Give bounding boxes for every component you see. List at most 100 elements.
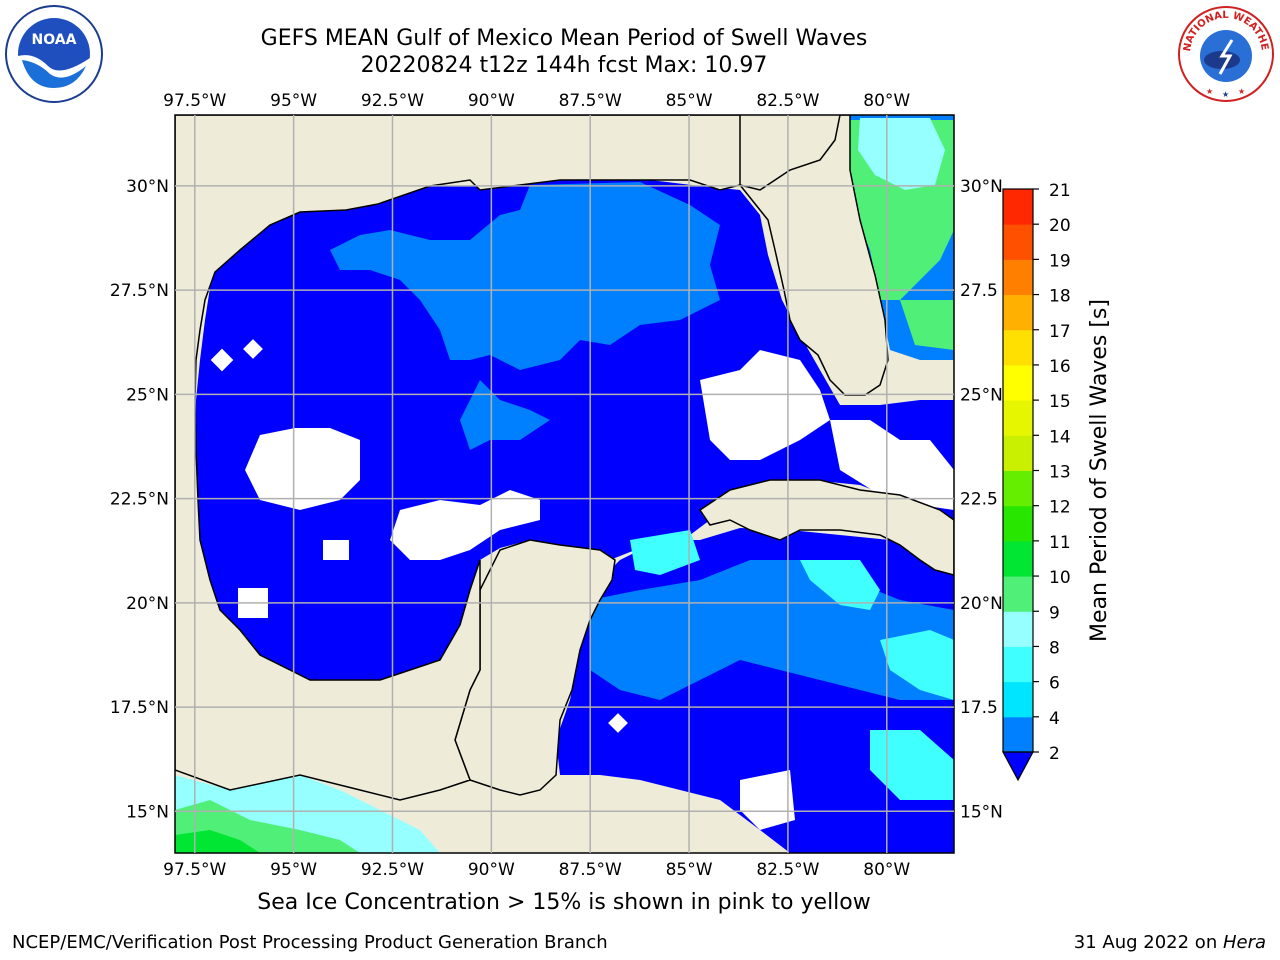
colorbar-tick-label: 11 <box>1049 533 1071 553</box>
lat-tick-left: 25°N <box>126 385 169 405</box>
lon-tick-top: 90°W <box>468 91 515 111</box>
colorbar-bin <box>1003 329 1033 366</box>
tick-labels: 97.5°W 97.5°W 95°W 95°W 92.5°W 92.5°W 90°W 90°W… <box>110 91 1003 880</box>
colorbar-bin <box>1003 259 1033 296</box>
colorbar-label: Mean Period of Swell Waves [s] <box>1087 299 1112 642</box>
missing-9 <box>243 339 263 359</box>
colorbar: 2 4 6 8 9 10 11 12 13 14 15 16 17 18 19 20 21 Mean Period… <box>1001 181 1112 782</box>
lon-tick-bottom: 95°W <box>270 860 317 880</box>
noaa-logo-text: NOAA <box>32 32 77 48</box>
colorbar-bin <box>1003 540 1033 577</box>
gulf-swell-south <box>460 380 550 450</box>
missing-3 <box>700 350 830 460</box>
colorbar-bin <box>1003 646 1033 683</box>
atlantic-swell-cyan <box>858 118 945 190</box>
lon-tick-top: 95°W <box>270 91 317 111</box>
colorbar-bin <box>1003 576 1033 612</box>
colorbar-tick-label: 18 <box>1049 287 1071 307</box>
colorbar-extend-min <box>1001 751 1035 782</box>
colorbar-tick-label: 20 <box>1049 216 1071 236</box>
map-frame <box>174 114 955 854</box>
lat-tick-right: 30°N <box>960 177 1003 197</box>
cuba-land <box>698 479 954 576</box>
gulf-coast-north <box>175 115 741 801</box>
lon-tick-bottom: 87.5°W <box>559 860 622 880</box>
lon-tick-bottom: 80°W <box>863 860 910 880</box>
lon-tick-bottom: 97.5°W <box>163 860 226 880</box>
gulf-swell-central <box>330 182 720 370</box>
colorbar-bin <box>1003 364 1033 401</box>
lat-tick-left: 27.5°N <box>110 281 169 301</box>
colorbar-bin <box>1003 470 1033 507</box>
lat-tick-left: 15°N <box>126 802 169 822</box>
missing-1 <box>245 428 360 510</box>
colorbar-tick-label: 15 <box>1049 392 1071 412</box>
colorbar-tick-label: 4 <box>1049 709 1060 729</box>
svg-text:★: ★ <box>1222 90 1229 99</box>
lon-tick-top: 82.5°W <box>756 91 819 111</box>
colorbar-tick-label: 12 <box>1049 498 1071 518</box>
colorbar-bin <box>1003 681 1033 718</box>
lon-tick-top: 80°W <box>863 91 910 111</box>
colorbar-tick-label: 10 <box>1049 568 1071 588</box>
map-subtitle: 20220824 t12z 144h fcst Max: 10.97 <box>360 53 768 78</box>
colorbar-tick-label: 8 <box>1049 638 1060 658</box>
carib-swell-5 <box>630 530 700 575</box>
colorbar-tick-label: 2 <box>1049 744 1060 764</box>
footer-host: Hera <box>1222 932 1266 953</box>
colorbar-bin <box>1003 294 1033 331</box>
lat-tick-right: 15°N <box>960 802 1003 822</box>
footer-date-text: 31 Aug 2022 on <box>1073 932 1223 953</box>
lon-tick-top: 85°W <box>666 91 713 111</box>
colorbar-bin <box>1003 611 1033 647</box>
footer-date: 31 Aug 2022 on Hera <box>1074 932 1266 953</box>
missing-5 <box>740 770 795 830</box>
lon-tick-bottom: 82.5°W <box>756 860 819 880</box>
nws-logo: NATIONAL WEATHER SERVICE ★ ★ ★ <box>1176 4 1274 102</box>
colorbar-tick-label: 9 <box>1049 603 1060 623</box>
lat-tick-right: 20°N <box>960 594 1003 614</box>
noaa-logo: NOAA <box>5 5 103 103</box>
colorbar-tick-label: 6 <box>1049 674 1060 694</box>
colorbar-tick-label: 13 <box>1049 463 1071 483</box>
missing-10 <box>608 713 628 733</box>
colorbar-bin <box>1003 224 1033 260</box>
colorbar-tick-label: 21 <box>1049 181 1071 201</box>
lon-tick-top: 97.5°W <box>163 91 226 111</box>
lat-tick-right: 27.5 <box>960 281 998 301</box>
colorbar-bin <box>1003 716 1033 753</box>
lon-tick-bottom: 90°W <box>468 860 515 880</box>
lat-tick-left: 22.5°N <box>110 490 169 510</box>
colorbar-tick-label: 16 <box>1049 357 1071 377</box>
lon-tick-bottom: 85°W <box>666 860 713 880</box>
caption: Sea Ice Concentration > 15% is shown in … <box>257 890 871 915</box>
colorbar-bin <box>1003 435 1033 471</box>
lon-tick-top: 92.5°W <box>361 91 424 111</box>
svg-text:★: ★ <box>1238 87 1245 96</box>
gulf-ocean <box>196 180 954 680</box>
lat-tick-right: 17.5 <box>960 698 998 718</box>
bahamas-green <box>900 300 954 350</box>
colorbar-bin <box>1003 189 1033 225</box>
map-title: GEFS MEAN Gulf of Mexico Mean Period of … <box>260 26 868 51</box>
lon-tick-top: 87.5°W <box>559 91 622 111</box>
lat-tick-right: 25°N <box>960 385 1003 405</box>
gridlines <box>175 115 954 853</box>
footer-credit: NCEP/EMC/Verification Post Processing Pr… <box>12 932 608 953</box>
colorbar-tick-label: 19 <box>1049 251 1071 271</box>
colorbar-bin <box>1003 400 1033 436</box>
lat-tick-left: 20°N <box>126 594 169 614</box>
missing-4 <box>830 420 954 510</box>
carib-swell-4 <box>870 730 954 800</box>
map-area <box>175 115 954 853</box>
lat-tick-left: 30°N <box>126 177 169 197</box>
carib-swell-3 <box>880 630 954 700</box>
missing-7 <box>323 540 349 560</box>
colorbar-tick-label: 17 <box>1049 322 1071 342</box>
missing-2 <box>390 490 540 560</box>
lat-tick-right: 22.5 <box>960 490 998 510</box>
colorbar-bin <box>1003 505 1033 542</box>
svg-text:★: ★ <box>1206 87 1213 96</box>
colorbar-tick-label: 14 <box>1049 427 1071 447</box>
